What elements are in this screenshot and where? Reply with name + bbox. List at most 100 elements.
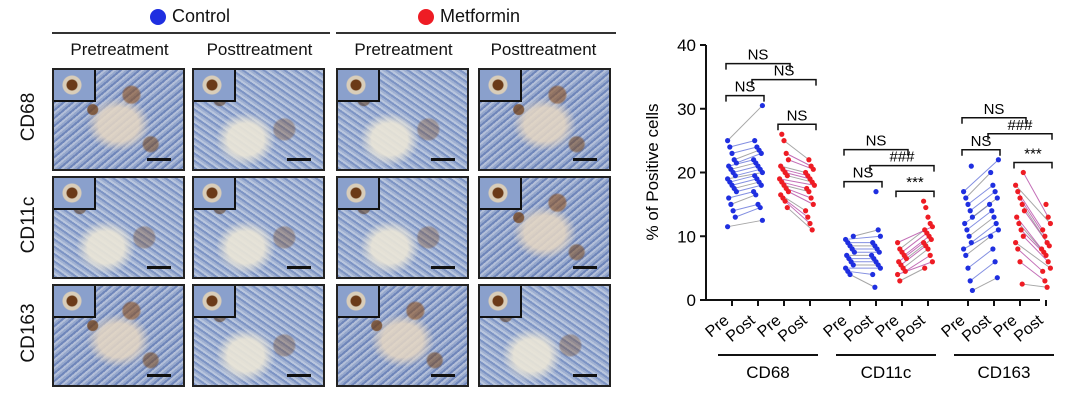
- legend-metformin: Metformin: [418, 6, 520, 27]
- y-tick-label: 20: [677, 164, 696, 183]
- group-label: CD163: [978, 363, 1031, 382]
- pair-line: [903, 235, 930, 256]
- inset-zoom: [338, 286, 380, 318]
- micrograph-cd68-control-pre: [52, 68, 185, 171]
- data-point: [783, 150, 789, 156]
- significance-bracket: [961, 117, 1027, 124]
- data-point: [897, 246, 903, 252]
- significance-bracket: [987, 133, 1053, 140]
- pair-line: [782, 168, 808, 177]
- x-tick-label: Post: [775, 312, 811, 346]
- scale-bar: [431, 374, 455, 377]
- data-point: [988, 233, 994, 239]
- data-point: [966, 233, 972, 239]
- pair-line: [966, 210, 993, 231]
- data-point: [1040, 227, 1046, 233]
- data-point: [754, 144, 760, 150]
- significance-bracket: [1013, 161, 1053, 169]
- pair-line: [781, 181, 807, 189]
- data-point: [897, 278, 903, 284]
- pair-line: [969, 191, 996, 212]
- data-point: [807, 220, 813, 227]
- pair-line: [732, 203, 759, 212]
- data-point: [751, 157, 757, 163]
- data-point: [967, 208, 973, 214]
- significance-label: ###: [1007, 117, 1033, 134]
- pair-line: [783, 140, 810, 161]
- pair-line: [732, 165, 759, 173]
- x-tick-label: Post: [893, 312, 929, 346]
- data-point: [843, 236, 849, 243]
- inset-zoom: [480, 178, 522, 210]
- data-point: [726, 163, 732, 169]
- inset-zoom: [338, 70, 380, 102]
- pair-line: [728, 159, 754, 167]
- column-title-control-post: Posttreatment: [206, 40, 313, 59]
- pair-line: [730, 162, 756, 170]
- significance-label: ***: [906, 174, 924, 191]
- column-title-metformin-pre: Pretreatment: [354, 40, 453, 59]
- pair-line: [734, 181, 760, 189]
- pair-line: [906, 239, 932, 259]
- data-point: [1044, 284, 1050, 290]
- pair-line: [967, 248, 994, 269]
- micrograph-cd163-control-post: [192, 284, 325, 387]
- pair-line: [853, 229, 879, 237]
- data-point: [994, 275, 1000, 281]
- data-point: [752, 138, 758, 144]
- data-point: [875, 227, 881, 233]
- pair-line: [735, 168, 761, 177]
- pair-line: [963, 159, 999, 192]
- significance-bracket: [843, 180, 883, 188]
- pair-line: [905, 254, 931, 272]
- data-point: [992, 259, 998, 265]
- legend-control-rule: [52, 32, 330, 34]
- data-point: [873, 189, 879, 195]
- pair-line: [965, 235, 992, 256]
- data-point: [896, 259, 902, 265]
- pair-line: [1017, 248, 1044, 272]
- legend-metformin-rule: [336, 32, 616, 34]
- significance-bracket: [869, 164, 935, 172]
- micrograph-cd11c-metformin-pre: [336, 176, 469, 279]
- pair-line: [899, 267, 925, 282]
- pair-line: [779, 178, 815, 186]
- data-point: [725, 176, 731, 182]
- data-point: [778, 163, 784, 169]
- significance-label: NS: [735, 79, 756, 96]
- data-point: [925, 214, 931, 220]
- scale-bar: [287, 158, 311, 161]
- data-point: [923, 204, 929, 211]
- control-color-dot: [150, 8, 166, 25]
- data-point: [804, 185, 810, 192]
- pair-line: [785, 152, 812, 167]
- data-point: [968, 240, 974, 246]
- pair-line: [972, 277, 998, 291]
- pair-line: [783, 184, 810, 193]
- significance-bracket: [895, 190, 935, 198]
- data-point: [809, 227, 815, 233]
- pair-line: [1022, 172, 1049, 218]
- legend-metformin-label: Metformin: [440, 6, 521, 26]
- inset-zoom: [194, 286, 236, 318]
- data-point: [872, 284, 878, 290]
- significance-label: NS: [853, 165, 874, 182]
- scale-bar: [431, 266, 455, 269]
- pair-line: [968, 216, 995, 237]
- data-point: [803, 169, 809, 176]
- pair-line: [1015, 242, 1051, 269]
- data-point: [1020, 233, 1026, 239]
- data-point: [1015, 246, 1021, 252]
- data-point: [877, 233, 883, 239]
- data-point: [921, 240, 927, 246]
- data-point: [1019, 201, 1025, 207]
- pair-line: [727, 219, 763, 228]
- data-point: [727, 144, 733, 150]
- pair-line: [731, 146, 758, 154]
- row-title-cd163: CD163: [18, 303, 39, 363]
- data-point: [870, 271, 876, 278]
- data-point: [781, 138, 787, 144]
- row-title-cd68: CD68: [18, 92, 39, 142]
- column-title-metformin-post: Posttreatment: [490, 40, 597, 59]
- pair-line: [727, 172, 763, 180]
